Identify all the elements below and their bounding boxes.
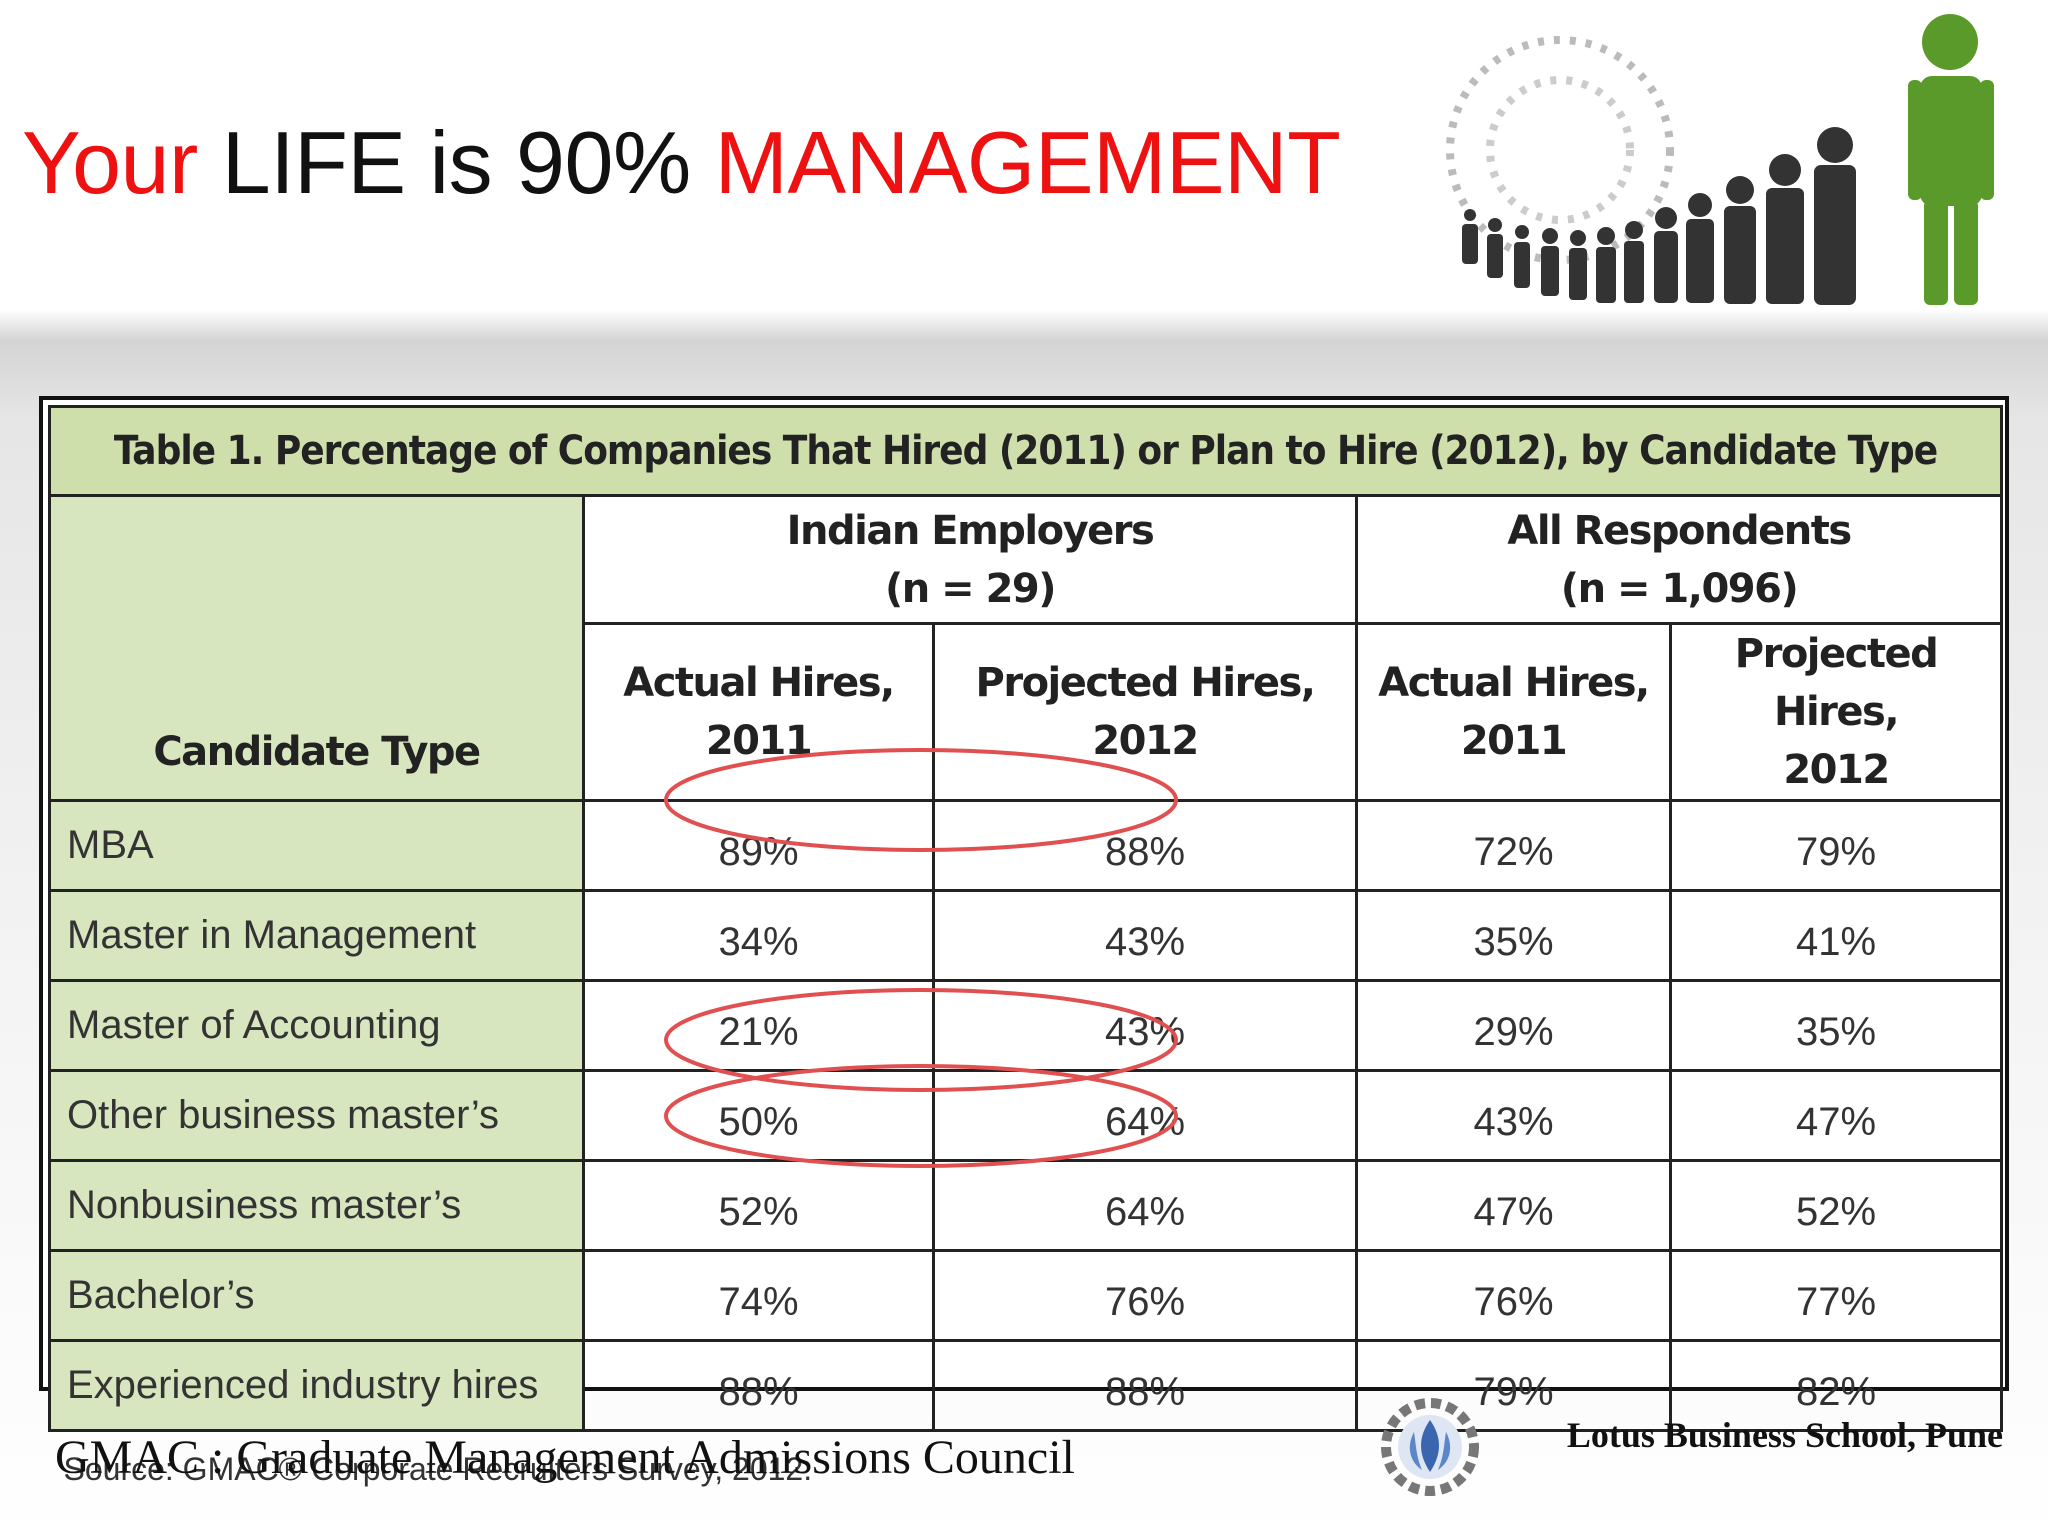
column-header-line: 2011 <box>705 718 813 764</box>
table-title: Table 1. Percentage of Companies That Hi… <box>47 405 2004 497</box>
column-header-line: 2012 <box>1783 747 1890 793</box>
table-cell: 52% <box>1668 1159 2004 1252</box>
title-part: LIFE is 90% <box>221 113 691 212</box>
table-cell: 79% <box>1355 1339 1672 1432</box>
table-cell: 64% <box>932 1159 1358 1252</box>
school-name: Lotus Business School, Pune <box>1566 1415 2003 1455</box>
table-cell: 88% <box>932 1339 1358 1432</box>
column-header: Actual Hires, 2011 <box>1355 622 1672 802</box>
table-row: Experienced industry hires 88% 88% 79% 82% <box>48 1339 2004 1432</box>
table-cell: 41% <box>1668 889 2004 982</box>
group-n: (n = 1,096) <box>1560 565 1799 612</box>
table-cell: 34% <box>582 889 935 982</box>
table-cell: 76% <box>932 1249 1358 1342</box>
table-row: MBA 89% 88% 72% 79% <box>48 799 2004 892</box>
table-cell: 77% <box>1668 1249 2004 1342</box>
table-row: Master in Management 34% 43% 35% 41% <box>48 889 2004 982</box>
table-row: Nonbusiness master’s 52% 64% 47% 52% <box>48 1159 2004 1252</box>
row-label: MBA <box>48 799 585 892</box>
table-row: Bachelor’s 74% 76% 76% 77% <box>48 1249 2004 1342</box>
group-header: Indian Employers (n = 29) <box>582 494 1358 625</box>
table-cell: 35% <box>1355 889 1672 982</box>
column-header-line: 2011 <box>1460 718 1568 764</box>
column-header: Projected Hires, 2012 <box>1668 622 2004 802</box>
title-part: Your <box>22 113 198 212</box>
column-header-line: Actual Hires, <box>1378 660 1650 706</box>
column-header-line: Projected Hires, <box>1734 631 1939 735</box>
row-label: Other business master’s <box>48 1069 585 1162</box>
table-cell: 79% <box>1668 799 2004 892</box>
row-label: Nonbusiness master’s <box>48 1159 585 1252</box>
source-row: Source: GMAC® Corporate Recruiters Surve… <box>49 1429 2002 1507</box>
footnote: GMAC : Graduate Management Admissions Co… <box>55 1431 1075 1484</box>
title-part: MANAGEMENT <box>714 113 1341 212</box>
table-cell: 43% <box>1355 1069 1672 1162</box>
table-frame: Table 1. Percentage of Companies That Hi… <box>39 396 2009 1507</box>
table-row: Master of Accounting 21% 43% 29% 35% <box>48 979 2004 1072</box>
table-cell: 29% <box>1355 979 1672 1072</box>
corner-header: Candidate Type <box>48 494 585 802</box>
table-cell: 52% <box>582 1159 935 1252</box>
table-cell: 76% <box>1355 1249 1672 1342</box>
table-row: Other business master’s 50% 64% 43% 47% <box>48 1069 2004 1162</box>
row-label: Experienced industry hires <box>48 1339 585 1432</box>
people-graphic <box>1446 14 1994 305</box>
table-cell: 43% <box>932 889 1358 982</box>
column-header: Projected Hires, 2012 <box>932 622 1358 802</box>
column-header: Actual Hires, 2011 <box>582 622 935 802</box>
table-cell: 47% <box>1668 1069 2004 1162</box>
table-cell: 88% <box>932 799 1358 892</box>
table-cell: 82% <box>1668 1339 2004 1432</box>
table-cell: 47% <box>1355 1159 1672 1252</box>
column-header-line: Projected Hires, <box>975 660 1316 706</box>
table-cell: 35% <box>1668 979 2004 1072</box>
group-n: (n = 29) <box>884 565 1057 612</box>
data-table: Table 1. Percentage of Companies That Hi… <box>47 405 2004 1507</box>
table-cell: 64% <box>932 1069 1358 1162</box>
table-cell: 21% <box>582 979 935 1072</box>
table-head: Table 1. Percentage of Companies That Hi… <box>47 405 2004 802</box>
row-label: Master of Accounting <box>48 979 585 1072</box>
row-label: Bachelor’s <box>48 1249 585 1342</box>
table-source: Source: GMAC® Corporate Recruiters Surve… <box>49 1429 2002 1507</box>
table-body: MBA 89% 88% 72% 79% Master in Management 34% 43… <box>48 799 2004 1507</box>
group-name: Indian Employers <box>786 507 1155 554</box>
row-label: Master in Management <box>48 889 585 982</box>
column-header-line: 2012 <box>1092 718 1199 764</box>
table-cell: 89% <box>582 799 935 892</box>
table-cell: 74% <box>582 1249 935 1342</box>
column-header-line: Actual Hires, <box>623 660 895 706</box>
table-cell: 88% <box>582 1339 935 1432</box>
table-cell: 43% <box>932 979 1358 1072</box>
school-logo <box>1381 1398 1479 1496</box>
slide-title: Your LIFE is 90% MANAGEMENT <box>22 112 1341 214</box>
table-cell: 50% <box>582 1069 935 1162</box>
group-header: All Respondents (n = 1,096) <box>1354 494 2004 625</box>
group-name: All Respondents <box>1507 507 1852 554</box>
table-cell: 72% <box>1355 799 1672 892</box>
